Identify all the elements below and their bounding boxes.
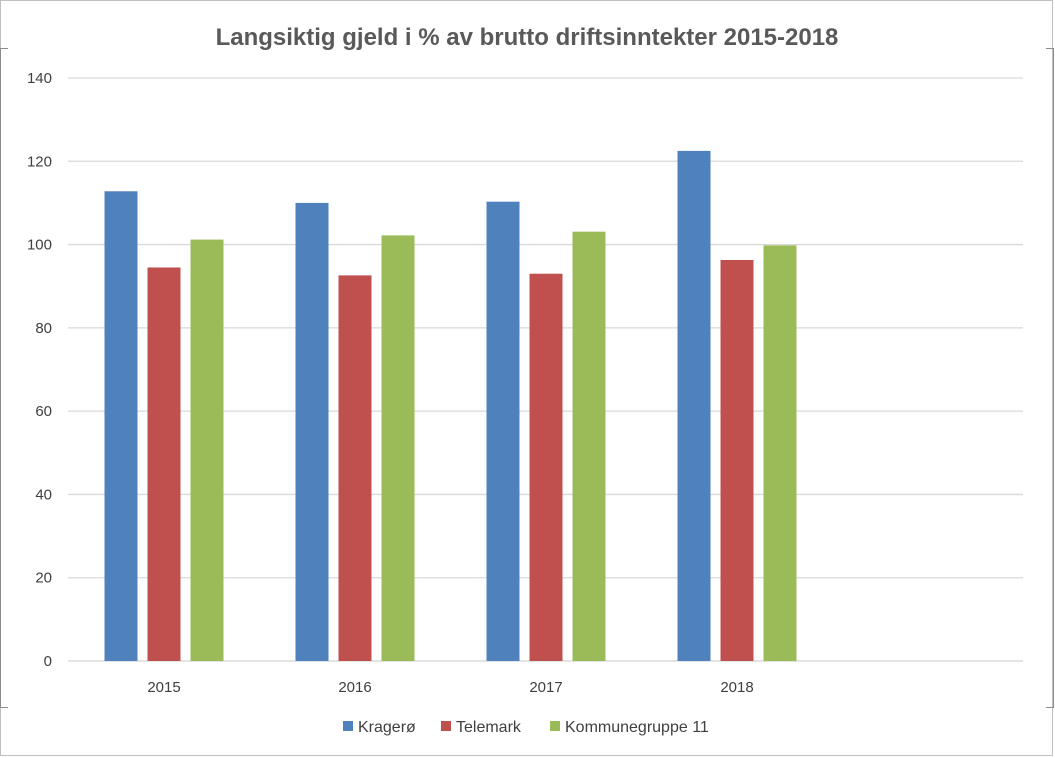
bar-2016-1 [338, 275, 372, 661]
bars [104, 150, 797, 662]
legend-label: Kragerø [358, 719, 416, 736]
x-tick-label: 2015 [147, 679, 180, 696]
legend-swatch [441, 721, 451, 731]
bar-2015-1 [147, 267, 181, 661]
x-tick-label: 2018 [720, 679, 753, 696]
bar-2017-0 [486, 201, 520, 661]
y-tick-label: 120 [27, 153, 52, 170]
y-tick-label: 80 [35, 320, 52, 337]
bar-2017-2 [572, 231, 606, 661]
y-tick-label: 60 [35, 403, 52, 420]
bar-2015-0 [104, 191, 138, 662]
y-tick-label: 40 [35, 486, 52, 503]
y-tick-label: 100 [27, 237, 52, 254]
x-tick-label: 2017 [529, 679, 562, 696]
chart-title: Langsiktig gjeld i % av brutto driftsinn… [216, 24, 839, 51]
bar-2017-1 [529, 273, 563, 661]
y-tick-label: 20 [35, 570, 52, 587]
x-axis-ticks: 2015 2016 2017 2018 [147, 679, 753, 696]
legend-label: Telemark [456, 719, 522, 736]
bar-2016-2 [381, 235, 415, 661]
legend-swatch [550, 721, 560, 731]
bar-2015-2 [190, 239, 224, 661]
bar-2018-1 [720, 259, 754, 661]
y-tick-label: 140 [27, 70, 52, 87]
bar-2018-0 [677, 150, 711, 661]
x-tick-label: 2016 [338, 679, 371, 696]
legend-swatch [343, 721, 353, 731]
bar-2016-0 [295, 202, 329, 661]
y-axis-ticks: 0 20 40 60 80 100 120 140 [27, 70, 52, 670]
legend-label: Kommunegruppe 11 [565, 719, 709, 736]
y-tick-label: 0 [44, 653, 52, 670]
legend: Kragerø Telemark Kommunegruppe 11 [343, 719, 709, 736]
plot-bracket-left [0, 48, 8, 708]
bar-2018-2 [763, 245, 797, 661]
plot-bracket-right [1046, 48, 1054, 708]
